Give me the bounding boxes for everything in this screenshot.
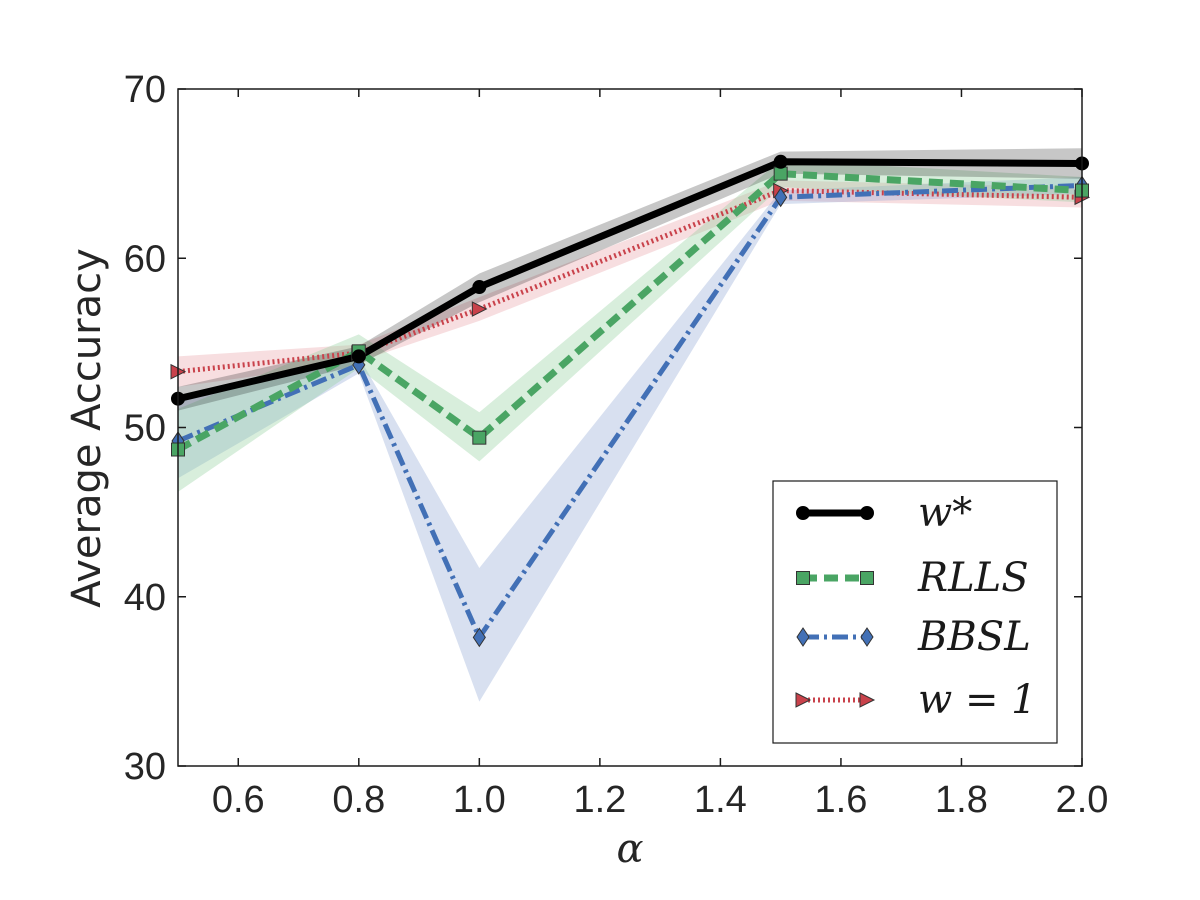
y-tick-label: 40 (124, 577, 166, 619)
point-w (351, 349, 366, 364)
point-w (773, 154, 788, 169)
legend-label-w: w* (918, 490, 972, 536)
legend-marker-w-1 (859, 692, 876, 708)
legend-marker-w (796, 506, 810, 520)
legend-label-bbsl: BBSL (917, 614, 1031, 660)
y-axis-label: Average Accuracy (64, 248, 110, 608)
legend-marker-bbsl (796, 627, 810, 647)
band-bbsl (178, 177, 1082, 702)
point-rlls (472, 430, 487, 445)
legend-box (772, 480, 1058, 744)
point-bbsl (774, 187, 788, 208)
band-w (178, 148, 1082, 411)
legend-marker-rlls (860, 571, 874, 585)
legend-marker-rlls (796, 571, 810, 585)
band-rlls (178, 160, 1082, 492)
x-tick-label: 1.8 (935, 779, 988, 821)
x-tick-label: 1.4 (694, 779, 747, 821)
axis-ticks (178, 88, 1083, 767)
legend-marker-bbsl (860, 627, 874, 647)
legend-label-w-1: w = 1 (918, 677, 1037, 723)
legend-label-rlls: RLLS (917, 555, 1029, 601)
legend: w* RLLS BBSL w = 1 (772, 480, 1058, 744)
x-tick-label: 0.6 (212, 779, 265, 821)
axis-tick-labels: 0.6 0.8 1.0 1.2 1.4 1.6 1.8 2.0 30 40 50 60 70 (124, 69, 1109, 821)
y-tick-label: 30 (124, 746, 166, 788)
x-tick-label: 0.8 (332, 779, 385, 821)
y-tick-label: 60 (124, 238, 166, 280)
point-w-1 (471, 301, 488, 317)
x-tick-label: 1.2 (573, 779, 626, 821)
legend-marker-w (860, 506, 874, 520)
y-tick-label: 50 (124, 408, 166, 450)
point-rlls (773, 166, 788, 181)
x-axis-label: α (616, 826, 643, 872)
x-tick-label: 1.6 (815, 779, 868, 821)
legend-marker-w-1 (795, 692, 812, 708)
x-tick-label: 1.0 (453, 779, 506, 821)
line-rlls (176, 170, 1083, 453)
x-tick-label: 2.0 (1056, 779, 1109, 821)
point-w (472, 280, 487, 295)
y-tick-label: 70 (124, 69, 166, 111)
point-bbsl (472, 627, 486, 648)
